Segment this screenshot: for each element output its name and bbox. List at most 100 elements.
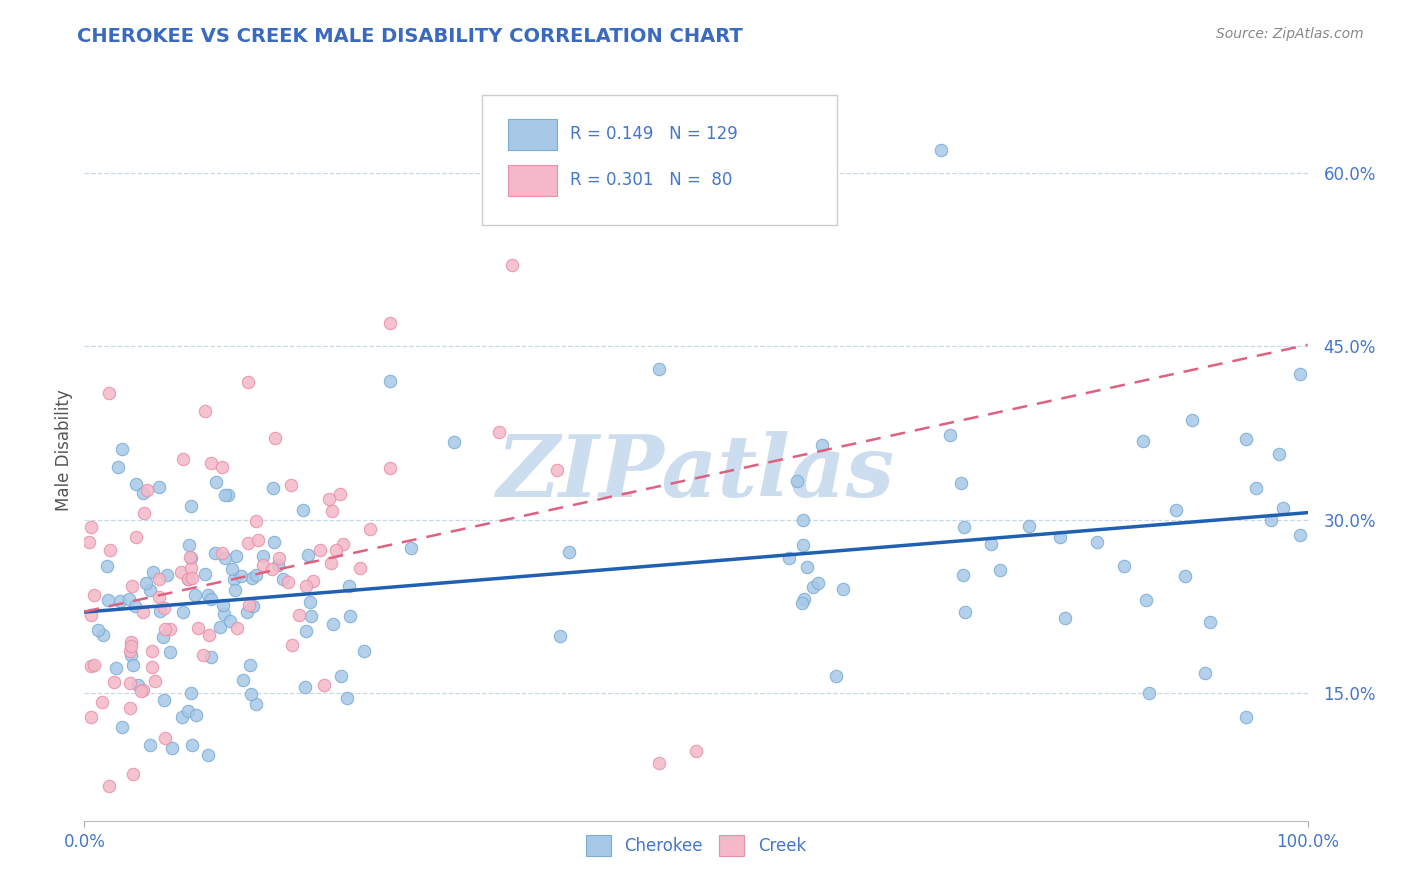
Point xyxy=(952,568,974,582)
Point xyxy=(273,573,295,587)
Point xyxy=(152,630,174,644)
Point xyxy=(176,573,198,587)
Point xyxy=(79,535,101,549)
FancyBboxPatch shape xyxy=(482,95,837,225)
Point xyxy=(239,687,262,701)
Point xyxy=(148,572,170,586)
Point xyxy=(91,695,114,709)
Point xyxy=(177,538,200,552)
Point xyxy=(1194,666,1216,681)
Point xyxy=(127,678,149,692)
Point xyxy=(214,488,236,502)
Point xyxy=(80,608,103,623)
Point xyxy=(1260,513,1282,527)
Point xyxy=(312,678,335,692)
Point xyxy=(810,437,832,451)
Point xyxy=(224,582,246,597)
Point xyxy=(1236,709,1258,723)
Point xyxy=(778,551,800,566)
Point xyxy=(950,476,973,491)
Point xyxy=(801,580,824,594)
Point xyxy=(238,599,260,613)
Point xyxy=(104,661,127,675)
Point xyxy=(198,627,221,641)
Point xyxy=(1132,434,1154,448)
Point xyxy=(239,658,262,673)
Point xyxy=(138,738,160,752)
Point xyxy=(1114,559,1136,574)
Text: R = 0.149   N = 129: R = 0.149 N = 129 xyxy=(569,126,738,144)
Point xyxy=(132,605,155,619)
Point xyxy=(359,522,381,536)
Point xyxy=(122,767,145,781)
Point xyxy=(267,558,290,572)
Point xyxy=(245,568,267,582)
Point xyxy=(1087,535,1109,549)
Point xyxy=(380,374,402,388)
Point xyxy=(121,657,143,672)
Point xyxy=(197,588,219,602)
Point xyxy=(953,519,976,533)
Point xyxy=(792,513,814,527)
Point xyxy=(252,549,274,564)
Point xyxy=(153,601,176,615)
Point xyxy=(205,475,228,490)
Point xyxy=(172,452,194,467)
Point xyxy=(1289,528,1312,542)
Point xyxy=(107,460,129,475)
Point xyxy=(221,561,243,575)
Point xyxy=(180,550,202,565)
Point xyxy=(219,614,242,628)
Point xyxy=(1198,615,1220,629)
Point xyxy=(152,693,174,707)
Point xyxy=(217,488,239,502)
Text: Source: ZipAtlas.com: Source: ZipAtlas.com xyxy=(1216,27,1364,41)
Point xyxy=(120,635,142,649)
Point xyxy=(132,486,155,500)
Point xyxy=(179,549,201,564)
Point xyxy=(548,629,571,643)
Point xyxy=(212,598,235,612)
Point xyxy=(264,431,287,445)
Point xyxy=(831,582,853,597)
Point xyxy=(294,680,316,694)
Point xyxy=(1234,432,1257,446)
Point xyxy=(988,563,1011,577)
Point xyxy=(180,500,202,514)
Point xyxy=(121,640,143,654)
Point xyxy=(685,744,707,758)
Point xyxy=(141,643,163,657)
Point xyxy=(378,461,401,475)
Point xyxy=(1166,503,1188,517)
Point xyxy=(135,576,157,591)
Point xyxy=(337,579,360,593)
Point xyxy=(980,537,1002,551)
Point xyxy=(263,535,285,549)
FancyBboxPatch shape xyxy=(508,165,557,195)
Point xyxy=(139,582,162,597)
Point xyxy=(502,259,524,273)
Point xyxy=(277,574,299,589)
Point xyxy=(148,590,170,604)
Point xyxy=(322,617,344,632)
Point xyxy=(208,620,231,634)
Point xyxy=(308,542,330,557)
Point xyxy=(103,675,125,690)
Point xyxy=(1135,592,1157,607)
Point xyxy=(159,622,181,636)
Point xyxy=(132,506,155,520)
Point xyxy=(295,579,318,593)
Point xyxy=(953,606,976,620)
Point xyxy=(807,576,830,591)
Point xyxy=(488,425,510,439)
Point xyxy=(329,486,352,500)
Point xyxy=(329,668,352,682)
Point xyxy=(339,608,361,623)
Text: R = 0.301   N =  80: R = 0.301 N = 80 xyxy=(569,171,733,189)
Point xyxy=(929,143,952,157)
Point xyxy=(180,739,202,753)
Point xyxy=(125,530,148,544)
Point xyxy=(96,558,118,573)
Point xyxy=(648,362,671,376)
Point xyxy=(1272,501,1295,516)
